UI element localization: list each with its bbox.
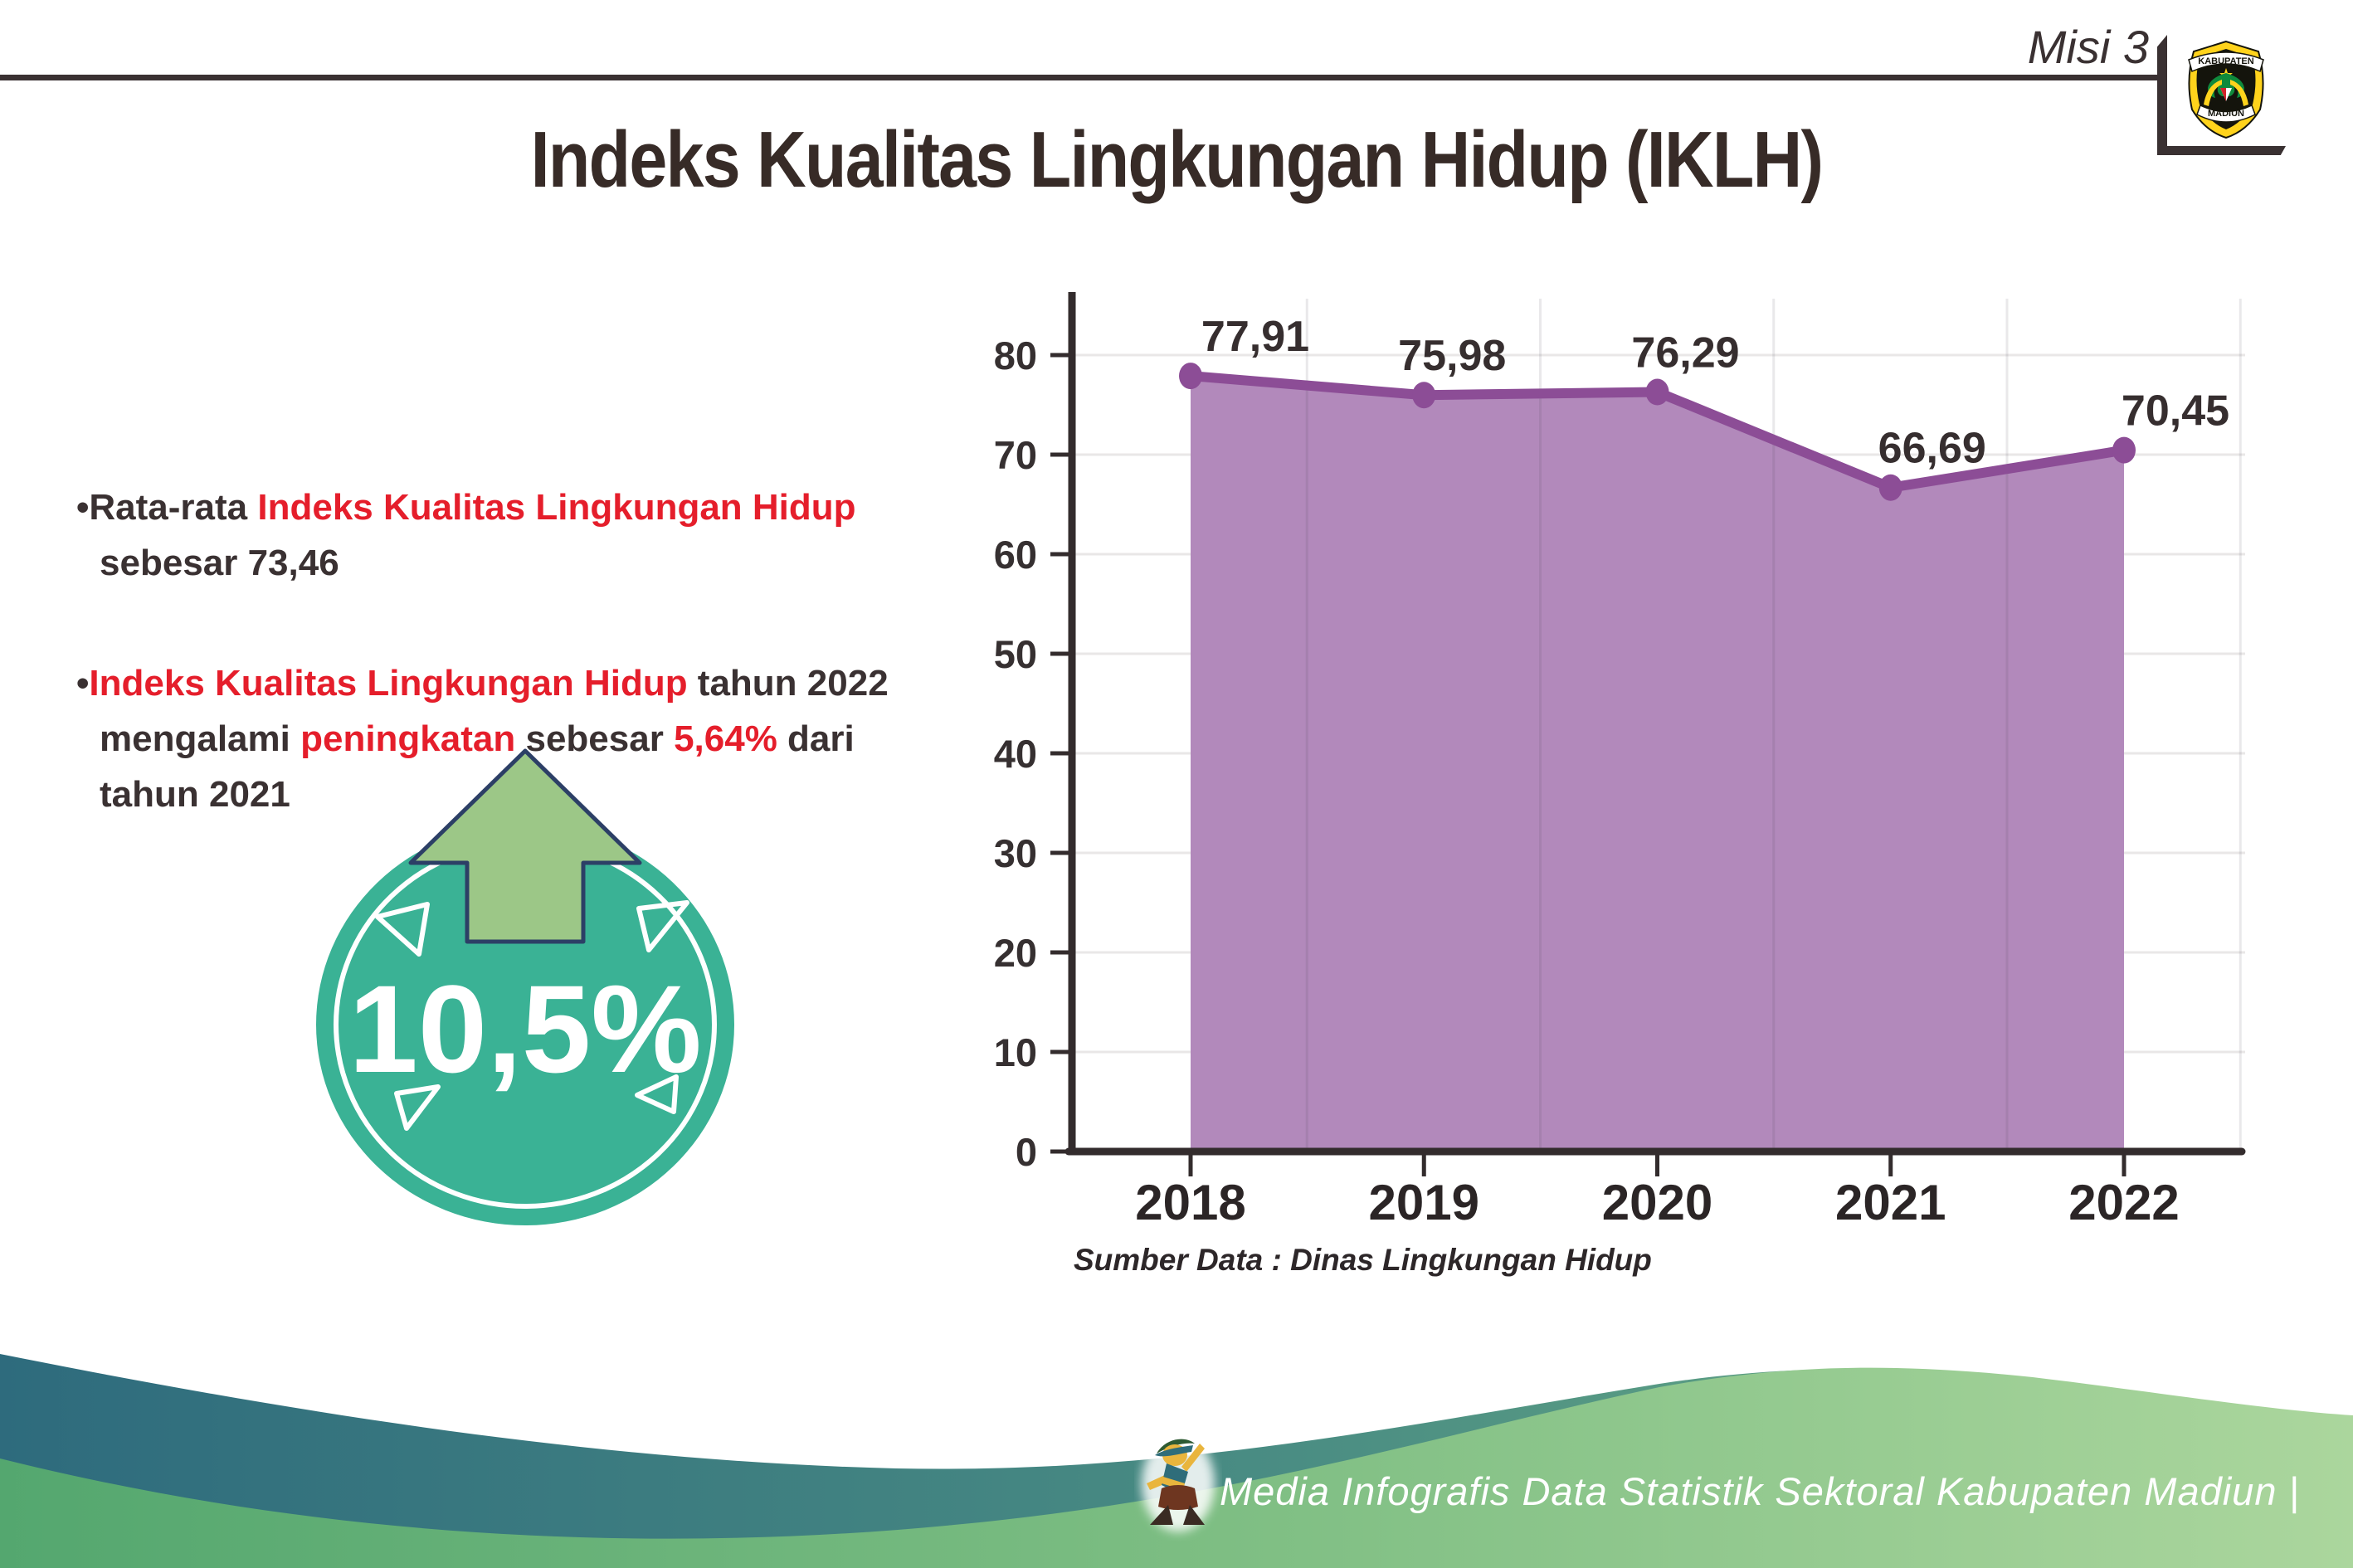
y-tick-label: 60 <box>994 533 1037 577</box>
data-point <box>1878 474 1902 501</box>
badge-percentage: 10,5% <box>348 959 701 1098</box>
logo-tree-icon <box>2208 73 2244 98</box>
logo-top-text: KABUPATEN <box>2198 56 2253 66</box>
area-fill <box>1191 376 2124 1152</box>
data-point <box>1179 363 1202 390</box>
up-arrow-icon <box>408 748 642 944</box>
x-category-label: 2019 <box>1369 1175 1479 1230</box>
header-rule <box>0 75 2159 80</box>
logo-bottom-banner <box>2196 104 2256 123</box>
x-category-label: 2021 <box>1835 1175 1946 1230</box>
data-label: 76,29 <box>1631 329 1739 377</box>
data-label: 70,45 <box>2122 387 2229 436</box>
footer-caption: Media Infografis Data Statistik Sektoral… <box>1220 1469 2300 1513</box>
data-point <box>2112 436 2136 464</box>
logo-wing-left <box>2204 80 2222 106</box>
page-title: Indeks Kualitas Lingkungan Hidup (IKLH) <box>530 115 1824 204</box>
logo-frame-vertical <box>2157 35 2167 154</box>
logo-top-banner <box>2188 51 2264 73</box>
x-category-label: 2022 <box>2068 1175 2179 1230</box>
y-tick-label: 20 <box>994 931 1037 975</box>
misi-label: Misi 3 <box>2027 21 2149 73</box>
logo-center-shield-red <box>2220 88 2226 101</box>
badge-sparkle-triangles <box>375 900 689 1131</box>
y-tick-label: 30 <box>994 831 1037 875</box>
data-point <box>1645 378 1669 406</box>
green-wave-band <box>0 1367 2353 1568</box>
y-tick-label: 10 <box>994 1030 1037 1074</box>
mascot-icon <box>1142 1435 1215 1531</box>
bullet-list: •Rata-rata Indeks Kualitas Lingkungan Hi… <box>76 480 1006 887</box>
y-tick-label: 70 <box>994 433 1037 477</box>
x-category-label: 2018 <box>1135 1175 1245 1230</box>
chart-source-caption: Sumber Data : Dinas Lingkungan Hidup <box>1074 1243 1652 1277</box>
data-label: 66,69 <box>1878 425 1986 473</box>
badge-circle <box>316 824 734 1225</box>
data-point <box>1412 382 1436 409</box>
bullet-item-increase: •Indeks Kualitas Lingkungan Hidup tahun … <box>76 663 889 815</box>
data-label: 75,98 <box>1398 332 1506 380</box>
y-tick-label: 50 <box>994 632 1037 676</box>
y-tick-label: 80 <box>994 334 1037 377</box>
data-label: 77,91 <box>1201 313 1309 361</box>
logo-bottom-text: MADIUN <box>2208 109 2244 119</box>
bullet-item-average: •Rata-rata Indeks Kualitas Lingkungan Hi… <box>76 487 856 583</box>
logo-frame-horizontal <box>2157 146 2286 155</box>
y-tick-label: 0 <box>1016 1130 1037 1174</box>
x-category-label: 2020 <box>1602 1175 1712 1230</box>
logo-wing-right <box>2230 80 2248 106</box>
y-tick-label: 40 <box>994 732 1037 776</box>
